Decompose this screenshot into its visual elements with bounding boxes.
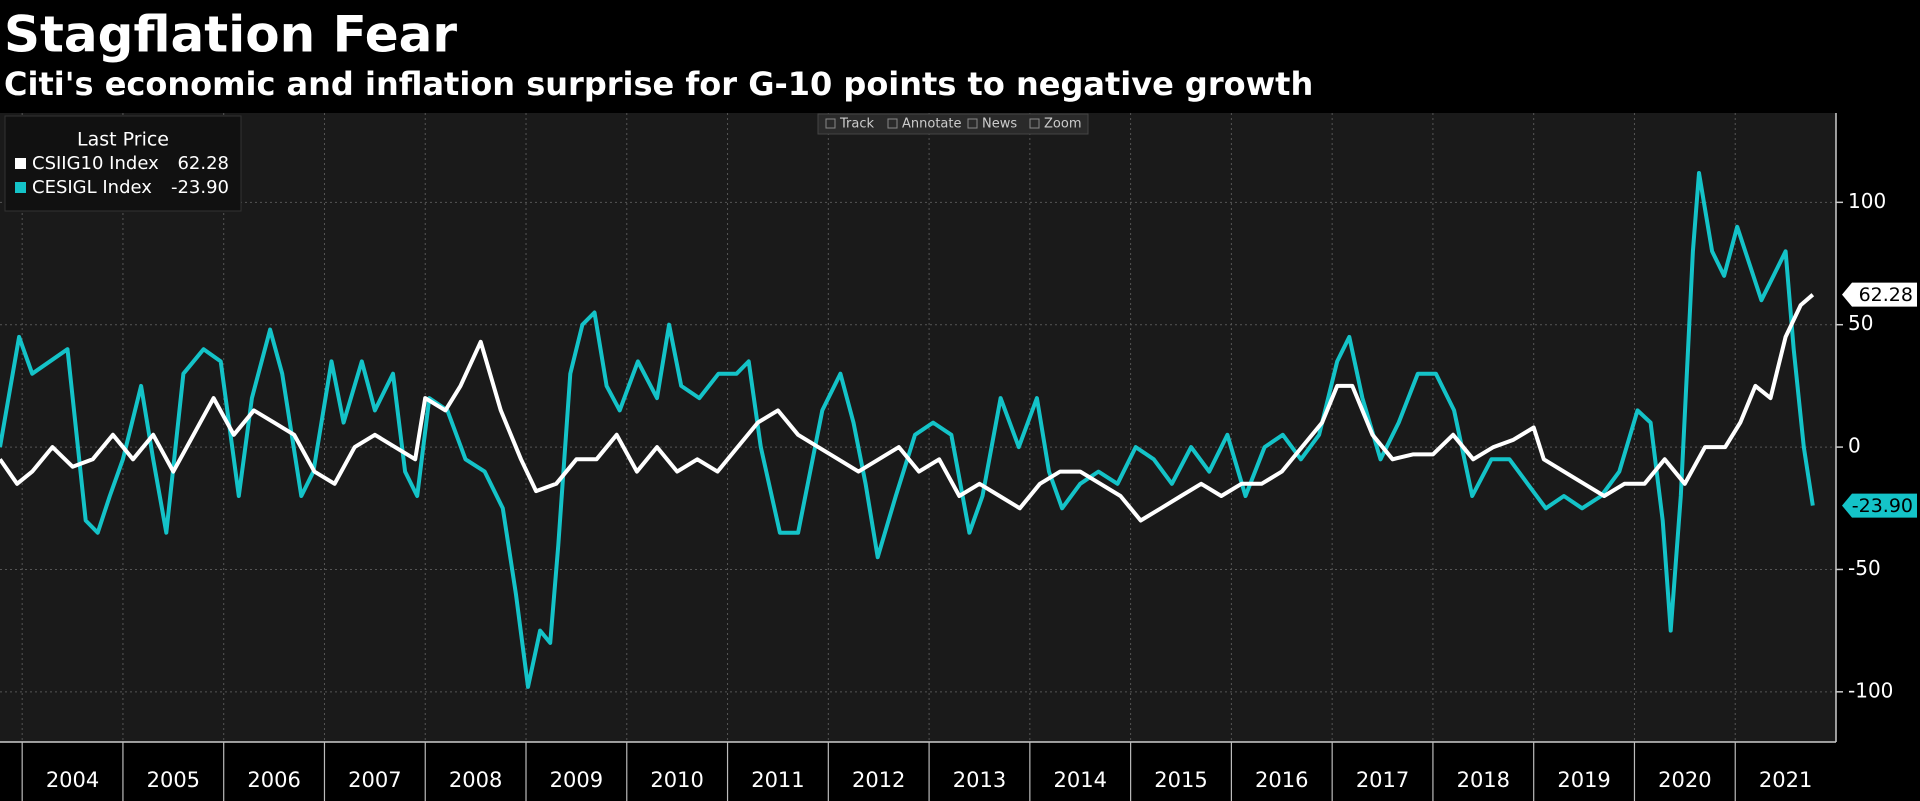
x-axis-band <box>0 742 1836 801</box>
x-tick-label: 2020 <box>1658 768 1711 792</box>
legend-title: Last Price <box>77 129 169 151</box>
legend-swatch <box>15 182 26 193</box>
x-tick-label: 2006 <box>247 768 300 792</box>
toolbar-button[interactable]: News <box>967 117 1017 132</box>
x-tick-label: 2014 <box>1054 768 1107 792</box>
x-tick-label: 2010 <box>650 768 703 792</box>
y-tick-label: -100 <box>1848 678 1893 702</box>
x-tick-label: 2021 <box>1759 768 1812 792</box>
last-price-tag <box>1842 282 1917 307</box>
x-tick-label: 2008 <box>449 768 502 792</box>
legend-label: CSIIG10 Index <box>32 153 159 174</box>
chart-subtitle: Citi's economic and inflation surprise f… <box>4 65 1313 103</box>
y-tick-label: 0 <box>1848 434 1861 458</box>
toolbar-label[interactable]: Annotate <box>902 117 961 132</box>
series-line <box>0 293 1815 523</box>
toolbar: Track Annotate News Zoom <box>817 113 1089 135</box>
grid <box>0 113 1836 742</box>
x-tick-label: 2009 <box>550 768 603 792</box>
x-tick-label: 2019 <box>1557 768 1610 792</box>
y-tick-label: -50 <box>1848 556 1881 580</box>
x-tick-label: 2018 <box>1457 768 1510 792</box>
x-tick-label: 2004 <box>46 768 99 792</box>
legend-box <box>4 115 242 212</box>
legend-value: -23.90 <box>171 177 229 198</box>
toolbar-button[interactable]: Zoom <box>1029 117 1081 132</box>
x-tick-label: 2005 <box>147 768 200 792</box>
last-price-tag <box>1842 493 1917 518</box>
x-tick-label: 2012 <box>852 768 905 792</box>
legend: Last Price CSIIG10 Index 62.28 CESIGL Inde… <box>4 115 242 212</box>
toolbar-label[interactable]: Track <box>839 117 874 132</box>
x-tick-label: 2007 <box>348 768 401 792</box>
plot-area <box>0 113 1836 742</box>
toolbar-label[interactable]: Zoom <box>1044 117 1081 132</box>
x-tick-label: 2017 <box>1356 768 1409 792</box>
chart-title: Stagflation Fear <box>4 6 457 64</box>
axes: -100 -50 0 50 100 2004 2005 2006 2007 2008 2009 201… <box>0 113 1917 801</box>
toolbar-icon[interactable] <box>825 118 836 129</box>
x-tick-label: 2016 <box>1255 768 1308 792</box>
toolbar-icon[interactable] <box>887 118 898 129</box>
x-tick-label: 2011 <box>751 768 804 792</box>
last-price-label: 62.28 <box>1859 284 1913 306</box>
y-tick-label: 100 <box>1848 189 1886 213</box>
toolbar-icon[interactable] <box>1029 118 1040 129</box>
legend-label: CESIGL Index <box>32 177 152 198</box>
x-tick-label: 2013 <box>953 768 1006 792</box>
toolbar-icon[interactable] <box>967 118 978 129</box>
toolbar-button[interactable]: Annotate <box>887 117 961 132</box>
toolbar-label[interactable]: News <box>982 117 1017 132</box>
toolbar-button[interactable]: Track <box>825 117 874 132</box>
last-price-label: -23.90 <box>1852 495 1913 517</box>
x-tick-label: 2015 <box>1154 768 1207 792</box>
legend-swatch <box>15 158 26 169</box>
y-tick-label: 50 <box>1848 311 1873 335</box>
legend-value: 62.28 <box>177 153 229 174</box>
toolbar-box <box>817 113 1089 135</box>
series-line <box>0 171 1815 689</box>
lines <box>0 171 1815 689</box>
